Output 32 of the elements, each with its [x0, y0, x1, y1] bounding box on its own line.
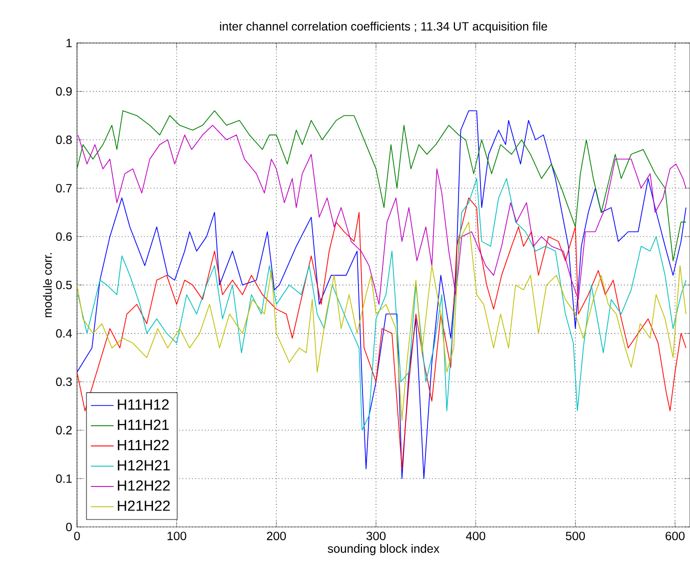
line-series: [77, 197, 686, 470]
legend-label: H11H22: [118, 440, 169, 450]
x-tick-label: 500: [566, 532, 585, 540]
y-tick-label: 0: [66, 522, 72, 532]
y-tick-label: 0.7: [56, 184, 72, 192]
legend-label: H11H21: [118, 420, 169, 430]
y-tick-label: 0.9: [56, 87, 72, 96]
x-tick-label: 600: [666, 532, 685, 540]
y-tick-label: 1: [66, 38, 72, 48]
chart-title: inter channel correlation coefficients ; 11.34 UT acquisition file: [220, 22, 548, 33]
y-tick-label: 0.2: [56, 426, 72, 434]
x-tick-label: 400: [466, 532, 486, 540]
y-tick-label: 0.8: [56, 136, 72, 144]
legend-label: H11H12: [118, 399, 169, 410]
legend-label: H21H22: [118, 500, 170, 511]
x-tick-label: 200: [266, 532, 286, 540]
x-axis-title: sounding block index: [328, 544, 440, 556]
x-tick-label: 300: [366, 532, 386, 540]
line-series: [77, 110, 686, 479]
legend-label: H12H22: [118, 480, 170, 491]
y-axis-title: module corr.: [42, 253, 52, 318]
x-tick-label: 0: [74, 532, 80, 540]
y-tick-label: 0.4: [56, 329, 72, 338]
y-tick-label: 0.5: [56, 280, 72, 290]
y-tick-label: 0.1: [56, 474, 72, 483]
x-tick-label: 100: [168, 532, 186, 540]
y-tick-label: 0.3: [56, 378, 72, 386]
legend-label: H12H21: [118, 460, 170, 470]
y-tick-label: 0.6: [56, 232, 72, 241]
line-series: [77, 110, 686, 262]
line-series: [77, 222, 686, 421]
line-series: [78, 178, 686, 431]
